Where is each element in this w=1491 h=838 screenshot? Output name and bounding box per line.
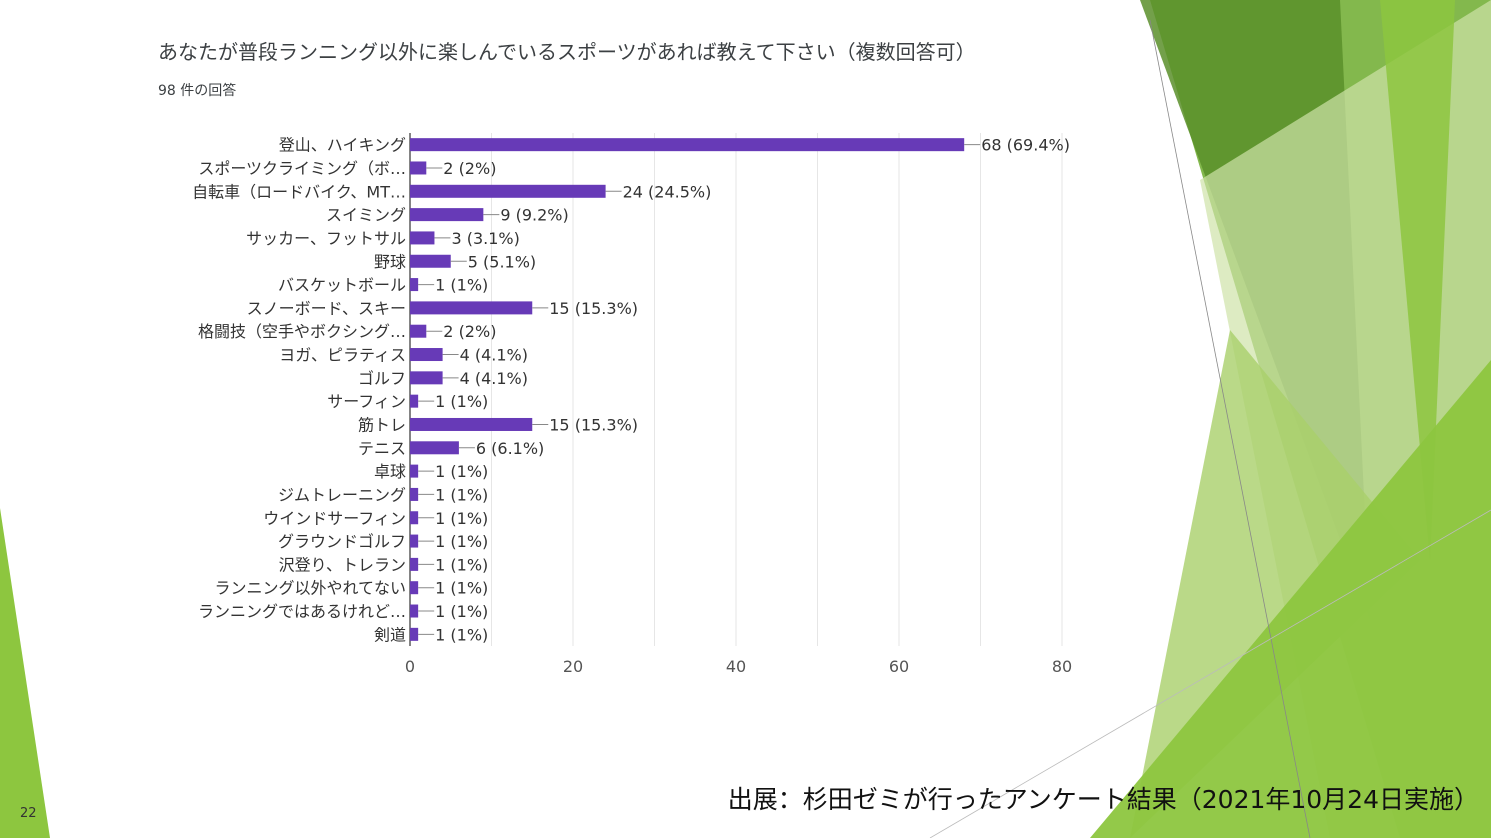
bar xyxy=(410,417,533,431)
data-label: 5 (5.1%) xyxy=(468,252,536,271)
category-label: ジムトレーニング xyxy=(278,485,406,504)
category-label: 卓球 xyxy=(374,462,406,481)
bar xyxy=(410,254,451,268)
category-label: ランニング以外やれてない xyxy=(214,579,406,598)
chart-bars xyxy=(410,138,981,641)
x-tick-label: 80 xyxy=(1052,657,1072,676)
data-label: 9 (9.2%) xyxy=(500,206,568,225)
category-label: 筋トレ xyxy=(358,415,406,434)
bar xyxy=(410,348,443,362)
chart-labels: 0 20 40 60 80 68 (69.4%) 登山、ハイキング 2 (2%) スポーツクライ… xyxy=(192,136,1072,676)
source-note: 出展：杉田ゼミが行ったアンケート結果（2021年10月24日実施） xyxy=(727,785,1479,814)
category-label: スイミング xyxy=(326,206,406,225)
bar xyxy=(410,371,443,385)
x-tick-label: 20 xyxy=(563,657,583,676)
data-label: 15 (15.3%) xyxy=(549,415,638,434)
bar xyxy=(410,278,419,292)
data-label: 24 (24.5%) xyxy=(623,182,712,201)
bar xyxy=(410,581,419,595)
bar xyxy=(410,487,419,501)
data-label: 68 (69.4%) xyxy=(981,136,1070,155)
bar xyxy=(410,604,419,618)
bar xyxy=(410,627,419,641)
slide-number: 22 xyxy=(20,806,37,821)
category-label: サッカー、フットサル xyxy=(246,229,406,248)
bar xyxy=(410,394,419,408)
category-label: 自転車（ロードバイク、MT… xyxy=(192,182,406,201)
data-label: 1 (1%) xyxy=(435,485,488,504)
data-label: 4 (4.1%) xyxy=(460,369,528,388)
category-label: 沢登り、トレラン xyxy=(279,555,406,574)
chart-title: あなたが普段ランニング以外に楽しんでいるスポーツがあれば教えて下さい（複数回答可… xyxy=(158,40,976,64)
data-label: 1 (1%) xyxy=(435,392,488,411)
data-label: 6 (6.1%) xyxy=(476,439,544,458)
data-label: 1 (1%) xyxy=(435,579,488,598)
data-label: 3 (3.1%) xyxy=(451,229,519,248)
bar xyxy=(410,464,419,478)
x-tick-label: 40 xyxy=(726,657,746,676)
category-label: 登山、ハイキング xyxy=(279,136,406,155)
bar xyxy=(410,324,427,338)
category-label: グラウンドゴルフ xyxy=(278,532,406,551)
category-label: スポーツクライミング（ボ… xyxy=(198,159,406,178)
data-label: 1 (1%) xyxy=(435,555,488,574)
bar xyxy=(410,184,606,198)
data-label: 2 (2%) xyxy=(443,159,496,178)
bar xyxy=(410,301,533,315)
bar xyxy=(410,511,419,525)
data-label: 1 (1%) xyxy=(435,602,488,621)
category-label: ゴルフ xyxy=(358,369,406,388)
bar xyxy=(410,231,435,245)
category-label: 剣道 xyxy=(374,625,406,644)
category-label: 格闘技（空手やボクシング… xyxy=(198,322,406,341)
data-label: 4 (4.1%) xyxy=(460,346,528,365)
category-label: ランニングではあるけれど… xyxy=(198,602,406,621)
category-label: ウインドサーフィン xyxy=(263,509,406,528)
category-label: スノーボード、スキー xyxy=(247,299,406,318)
response-count: 98 件の回答 xyxy=(158,83,237,99)
category-label: ヨガ、ピラティス xyxy=(279,346,406,365)
category-label: テニス xyxy=(358,439,406,458)
bar xyxy=(410,441,459,455)
category-label: サーフィン xyxy=(327,392,406,411)
data-label: 1 (1%) xyxy=(435,532,488,551)
category-label: バスケットボール xyxy=(278,276,406,295)
bar xyxy=(410,557,419,571)
data-label: 2 (2%) xyxy=(443,322,496,341)
bar xyxy=(410,138,965,152)
bar xyxy=(410,534,419,548)
bar xyxy=(410,208,484,222)
data-label: 1 (1%) xyxy=(435,509,488,528)
category-label: 野球 xyxy=(374,252,406,271)
x-tick-label: 60 xyxy=(889,657,909,676)
data-label: 1 (1%) xyxy=(435,276,488,295)
bar xyxy=(410,161,427,175)
data-label: 1 (1%) xyxy=(435,625,488,644)
data-label: 1 (1%) xyxy=(435,462,488,481)
data-label: 15 (15.3%) xyxy=(549,299,638,318)
x-tick-label: 0 xyxy=(405,657,415,676)
